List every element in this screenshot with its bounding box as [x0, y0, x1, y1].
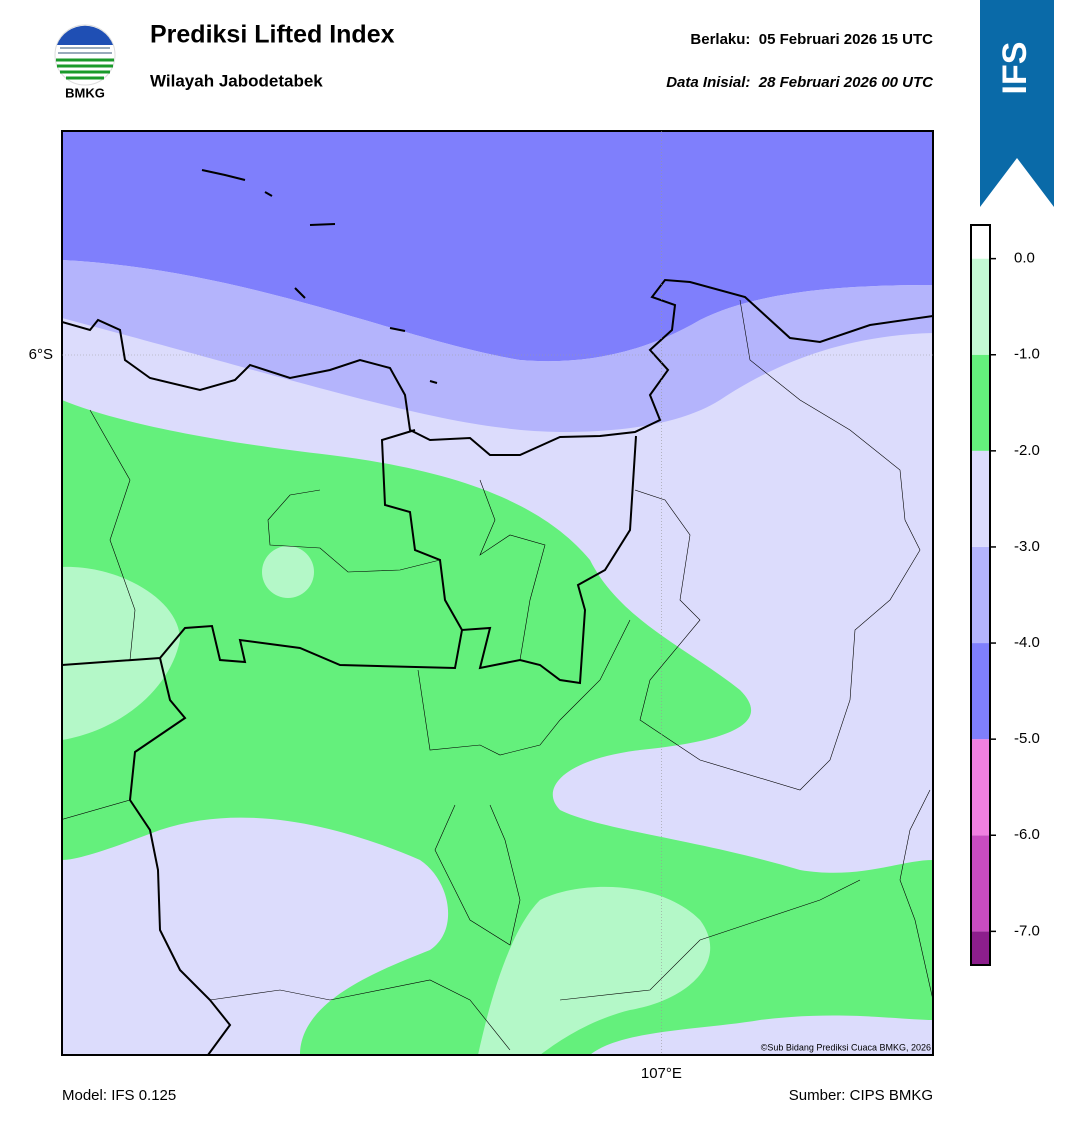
colorbar-tick-label: -4.0 [1014, 634, 1040, 651]
colorbar-segment [971, 931, 990, 965]
colorbar-frame [970, 224, 991, 966]
colorbar-tick-label: -7.0 [1014, 922, 1040, 939]
colorbar-segment [971, 739, 990, 836]
x-tick-label: 107°E [641, 1065, 682, 1082]
subtitle: Wilayah Jabodetabek [150, 71, 323, 90]
colorbar-segment [971, 258, 990, 355]
map-fill [62, 131, 933, 1055]
footer-model: Model: IFS 0.125 [62, 1087, 176, 1104]
title: Prediksi Lifted Index [150, 21, 395, 49]
footer-source: Sumber: CIPS BMKG [789, 1087, 933, 1104]
colorbar-tick-label: -2.0 [1014, 442, 1040, 459]
badge [980, 0, 1054, 207]
colorbar: 0.0 -1.0 -2.0 -3.0 -4.0 -5.0 -6.0 -7.0 [970, 224, 1040, 966]
badge-text: IFS [996, 42, 1034, 95]
colorbar-segment [971, 450, 990, 547]
credit: ©Sub Bidang Prediksi Cuaca BMKG, 2026 [761, 1042, 931, 1052]
valid-time: Berlaku: 05 Februari 2026 15 UTC [690, 31, 933, 48]
colorbar-tick-label: -5.0 [1014, 730, 1040, 747]
logo-text: BMKG [65, 85, 105, 100]
y-tick-label: 6°S [29, 346, 53, 363]
bmkg-logo: BMKG [54, 24, 116, 100]
colorbar-segment [971, 835, 990, 932]
init-time: Data Inisial: 28 Februari 2026 00 UTC [666, 74, 934, 91]
colorbar-segment [971, 354, 990, 451]
colorbar-segment [971, 225, 990, 259]
map-frame [61, 130, 934, 1056]
colorbar-tick-label: -1.0 [1014, 346, 1040, 363]
colorbar-tick-label: -6.0 [1014, 826, 1040, 843]
colorbar-segment [971, 546, 990, 644]
colorbar-tick-label: -3.0 [1014, 538, 1040, 555]
colorbar-segment [971, 643, 990, 740]
colorbar-tick-label: 0.0 [1014, 250, 1035, 267]
